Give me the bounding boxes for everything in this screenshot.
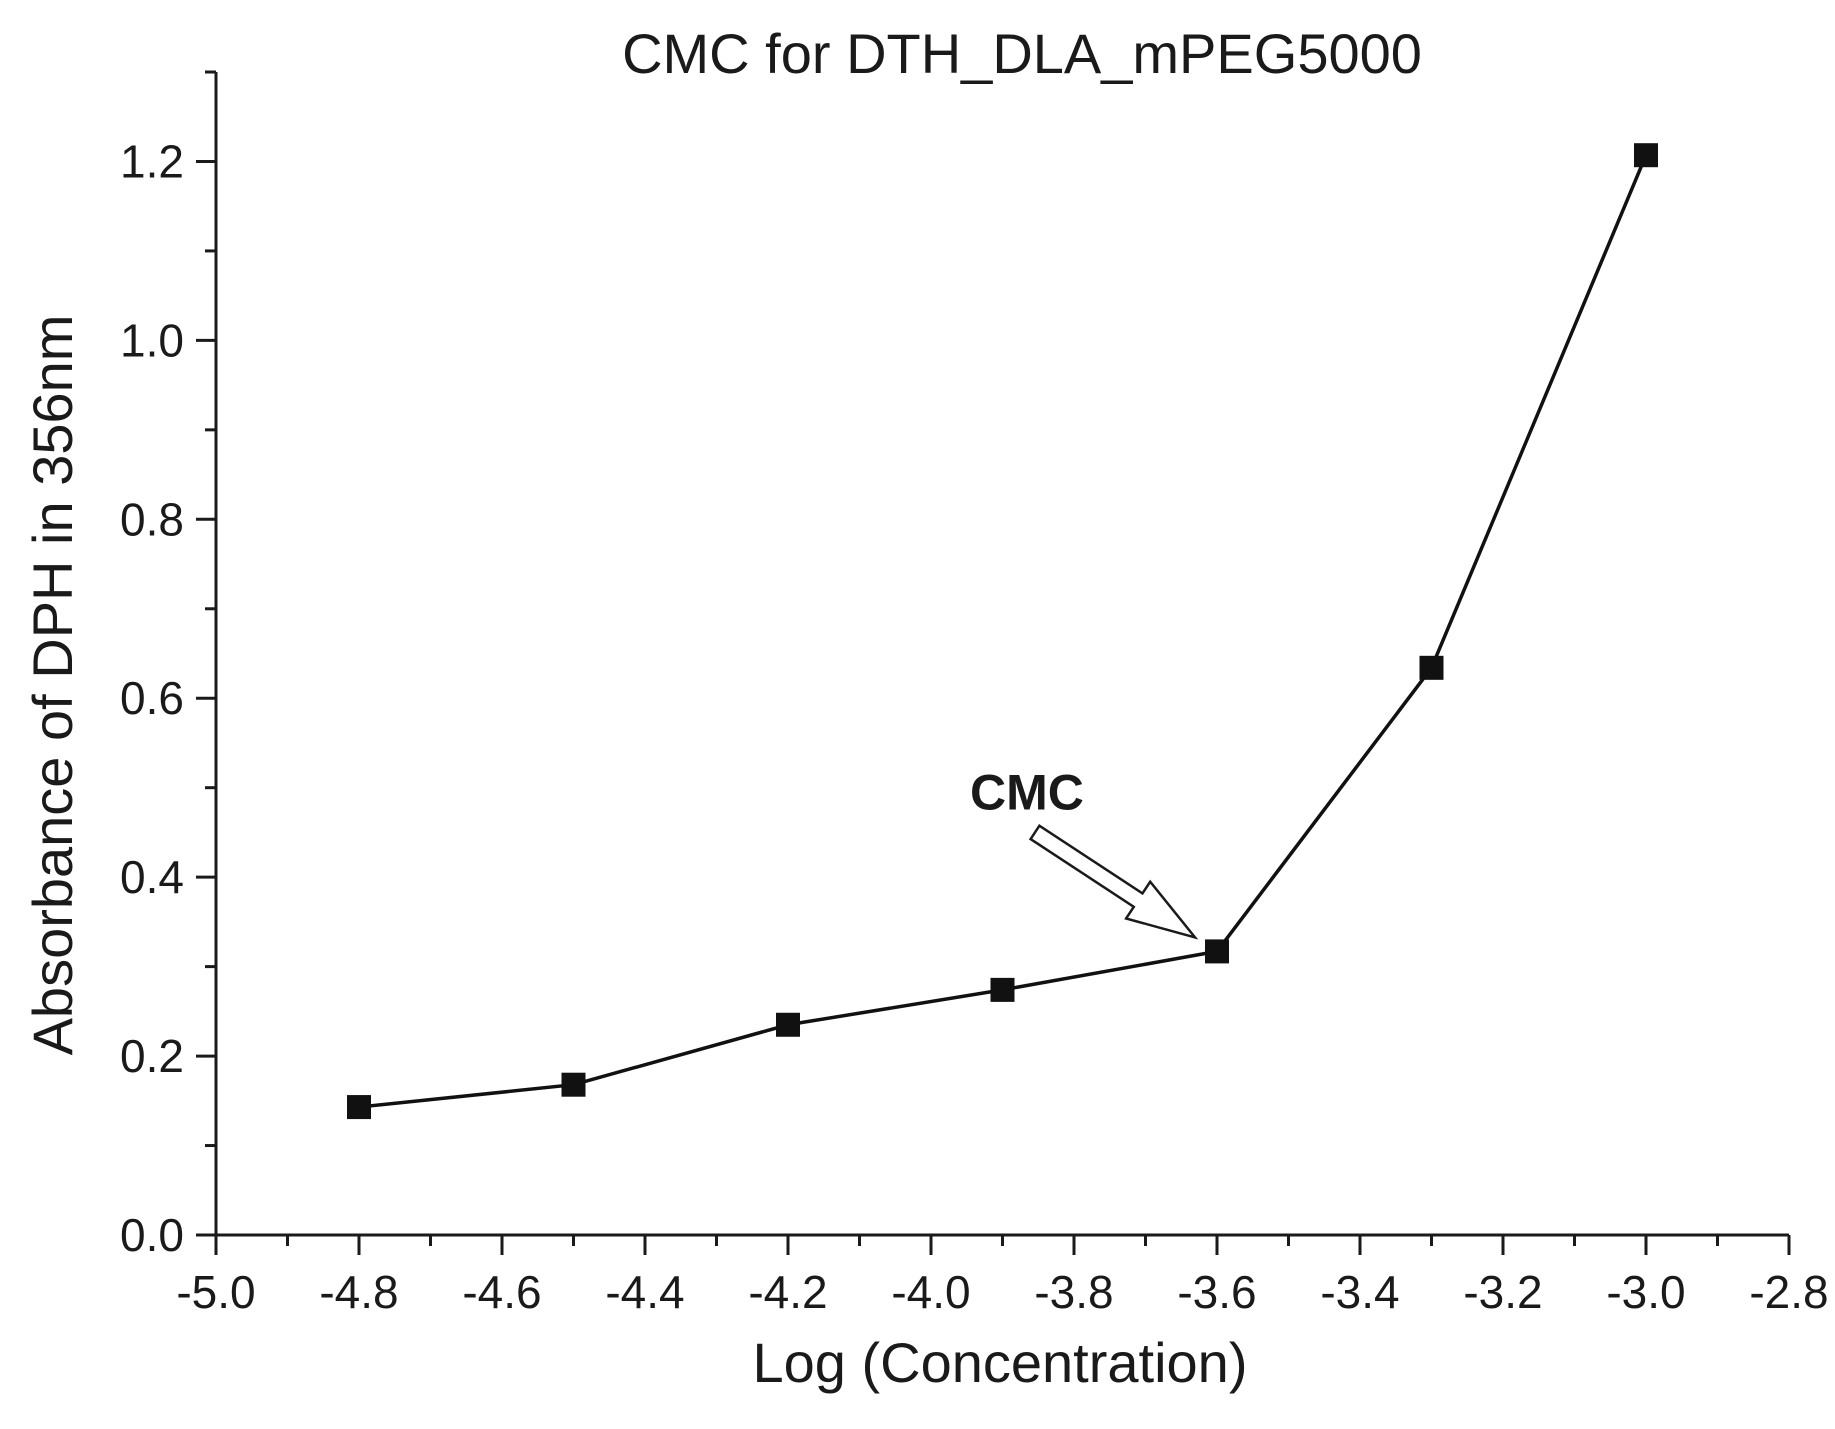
x-tick-label: -4.0 xyxy=(891,1266,970,1318)
axes: -5.0 -4.8 -4.6 -4.4 -4.2 -4.0 -3.8 -3.6 -3.4 -3.2… xyxy=(120,70,1829,1318)
y-tick-label: 1.0 xyxy=(120,314,184,366)
annotation-layer: CMC xyxy=(970,764,1199,940)
data-point xyxy=(347,1095,371,1120)
x-tick-label: -4.4 xyxy=(605,1266,684,1318)
data-point xyxy=(561,1072,586,1097)
x-tick-label: -3.4 xyxy=(1320,1266,1399,1318)
y-tick-label: 0.8 xyxy=(120,493,184,545)
data-point xyxy=(1419,655,1444,680)
y-axis-label: Absorbance of DPH in 356nm xyxy=(21,315,84,1056)
series-layer xyxy=(347,143,1658,1120)
x-tick-label: -2.8 xyxy=(1749,1266,1828,1318)
x-tick-label: -3.8 xyxy=(1034,1266,1113,1318)
series-line xyxy=(358,154,1648,1109)
x-tick-label: -4.6 xyxy=(462,1266,541,1318)
data-point xyxy=(776,1012,800,1037)
x-axis-label: Log (Concentration) xyxy=(753,1331,1248,1394)
x-tick-label: -3.0 xyxy=(1606,1266,1685,1318)
y-tick-label: 0.2 xyxy=(120,1030,184,1082)
x-tick-label: -3.2 xyxy=(1463,1266,1542,1318)
data-point xyxy=(1634,143,1658,168)
annotation-label: CMC xyxy=(970,764,1084,820)
data-point xyxy=(1205,939,1229,964)
x-tick-label: -5.0 xyxy=(176,1266,255,1318)
x-tick-label: -3.6 xyxy=(1177,1266,1256,1318)
x-tick-label: -4.2 xyxy=(748,1266,827,1318)
y-tick-label: 0.4 xyxy=(120,851,184,903)
data-point xyxy=(990,977,1015,1002)
y-tick-label: 0.0 xyxy=(120,1209,184,1261)
annotation-arrow xyxy=(1028,823,1199,940)
x-tick-label: -4.8 xyxy=(319,1266,398,1318)
y-tick-label: 1.2 xyxy=(120,135,184,187)
chart-title: CMC for DTH_DLA_mPEG5000 xyxy=(622,22,1422,85)
y-tick-label: 0.6 xyxy=(120,672,184,724)
